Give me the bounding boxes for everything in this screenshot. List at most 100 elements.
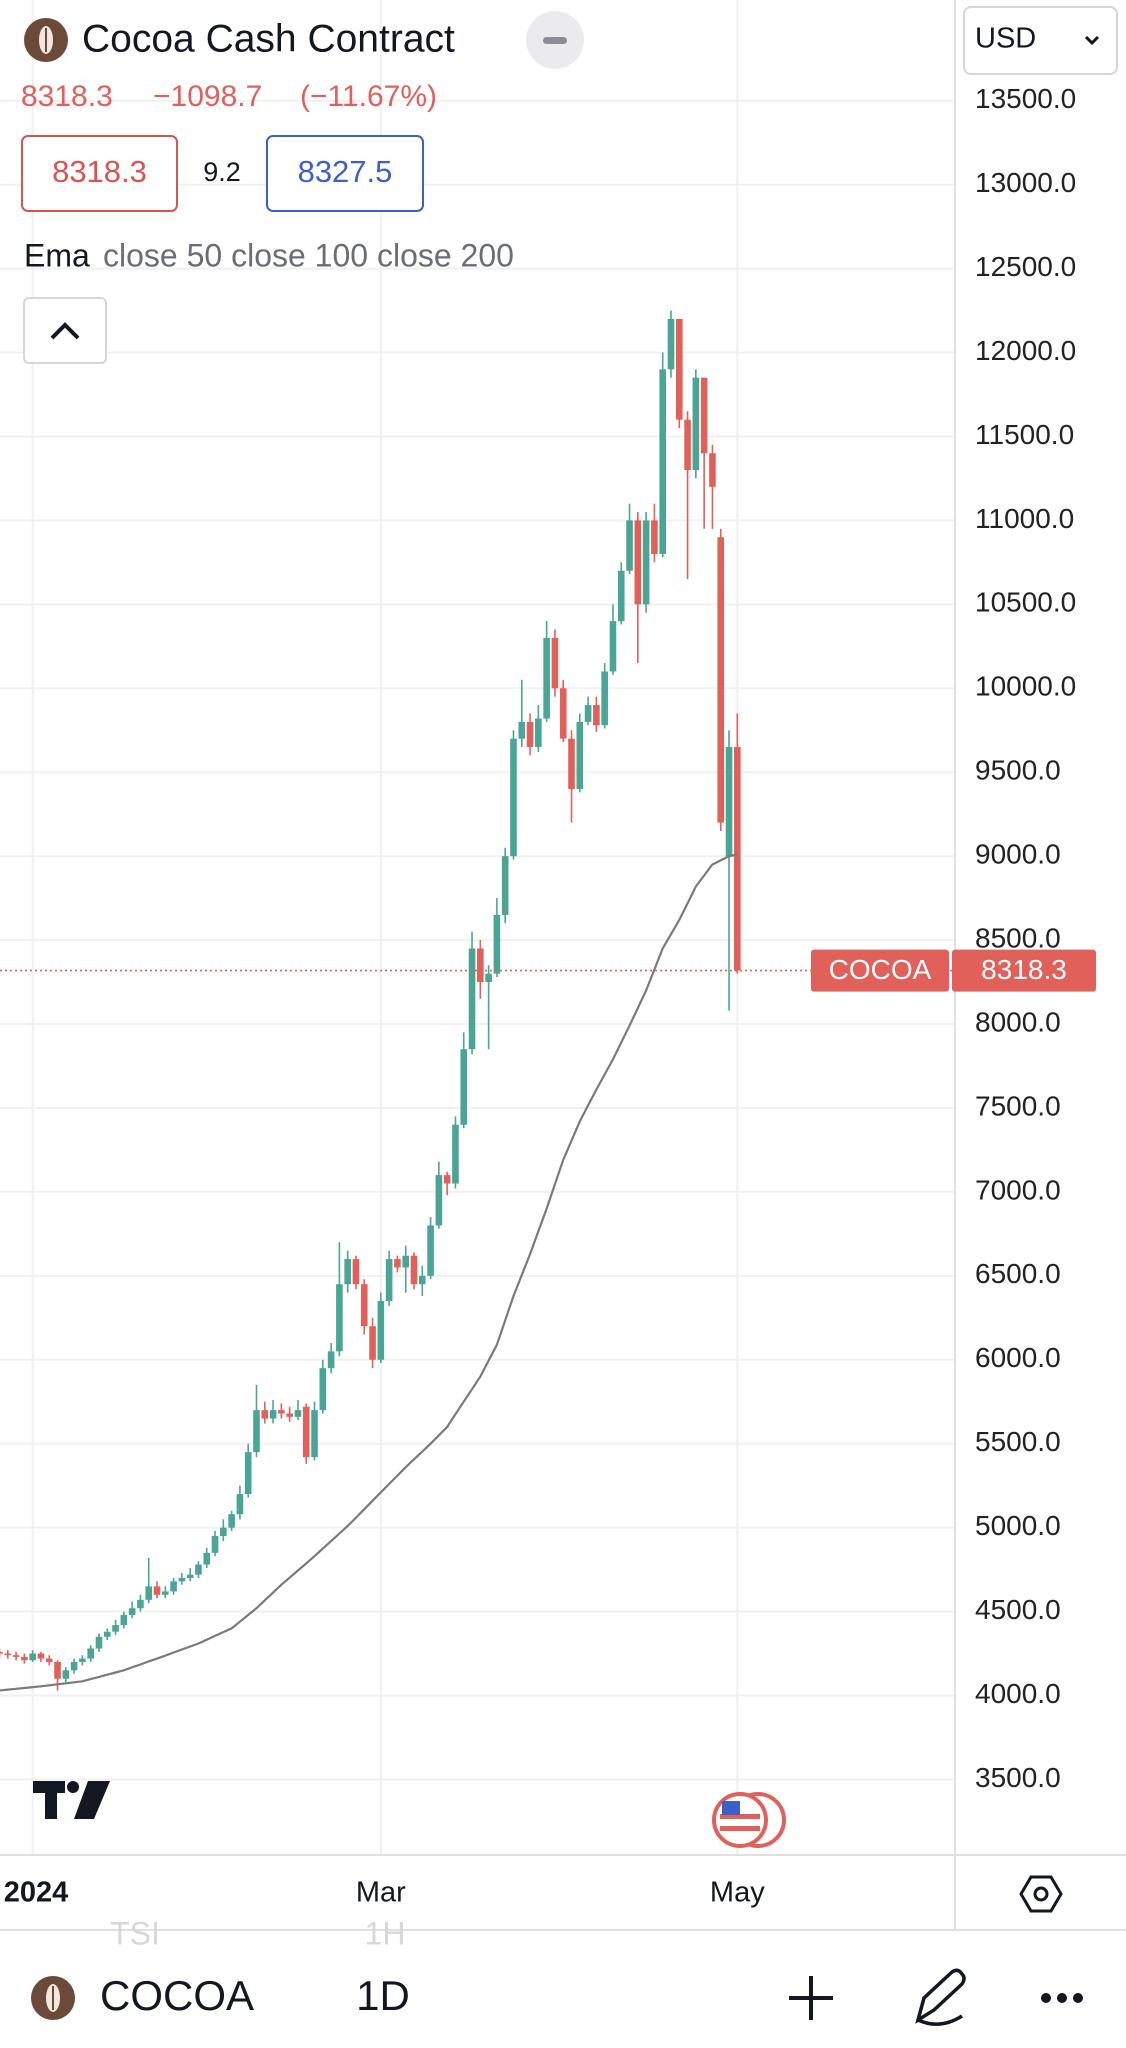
candle-body <box>211 1536 219 1553</box>
candle-body <box>452 1124 459 1184</box>
candle-body <box>385 1259 393 1302</box>
candle-body <box>435 1175 443 1226</box>
y-tick-label: 9500.0 <box>975 755 1061 786</box>
pen-stroke <box>917 2014 963 2026</box>
candle-body <box>120 1614 128 1626</box>
y-tick-label: 4000.0 <box>975 1678 1061 1709</box>
candle-body <box>369 1326 376 1360</box>
candle-body <box>112 1625 119 1632</box>
candle-body <box>427 1225 434 1276</box>
currency-dropdown[interactable] <box>963 6 1118 75</box>
candle-body <box>253 1410 260 1453</box>
draw-button[interactable] <box>915 1968 966 2026</box>
indicator-name: Ema <box>24 237 90 273</box>
y-tick-label: 6000.0 <box>975 1342 1061 1373</box>
ema-line <box>0 853 738 1692</box>
candle-body <box>261 1410 269 1419</box>
candle-body <box>717 537 725 823</box>
candle-body <box>700 377 708 454</box>
logo-part <box>74 1781 110 1819</box>
candle-body <box>294 1410 302 1417</box>
candle-body <box>593 705 600 726</box>
indicator-params: close 50 close 100 close 200 <box>103 237 514 273</box>
candle-body <box>584 705 592 722</box>
bid-price: 8318.3 <box>52 154 147 189</box>
bid-box[interactable] <box>21 135 178 212</box>
settings-icon[interactable] <box>1019 1875 1063 1913</box>
last-price: 8318.3 <box>21 80 113 113</box>
candle-body <box>709 453 716 487</box>
symbol[interactable]: COCOA <box>100 1972 254 2019</box>
candle-body <box>559 688 567 739</box>
ghost-label: 1H <box>365 1915 406 1951</box>
candle-body <box>543 637 550 719</box>
ask-box[interactable] <box>266 135 424 212</box>
flag-canton <box>722 1801 740 1815</box>
flag-stripe <box>720 1814 760 1819</box>
overlay: COCOA 8318.3 <box>0 949 1096 992</box>
candle-body <box>651 520 658 554</box>
candle-body <box>195 1564 202 1575</box>
symbol-label: COCOA <box>829 954 932 985</box>
candle-body <box>203 1552 211 1565</box>
candle-body <box>634 520 642 605</box>
candle-body <box>418 1275 426 1285</box>
settings-icon-center <box>1033 1886 1049 1902</box>
currency: USD <box>975 23 1036 55</box>
candle-body <box>692 377 700 471</box>
minimize-icon <box>543 37 567 44</box>
candle-body <box>145 1586 153 1600</box>
candle-body <box>4 1653 12 1656</box>
collapse-button[interactable] <box>23 297 107 364</box>
y-tick-label: 12000.0 <box>975 335 1076 366</box>
candle-body <box>410 1255 418 1285</box>
candle-body <box>360 1284 368 1327</box>
y-tick-label: 7000.0 <box>975 1174 1061 1205</box>
collapse-icon <box>50 322 80 340</box>
y-tick-label: 7500.0 <box>975 1090 1061 1121</box>
candle-body <box>626 520 633 571</box>
add-button[interactable] <box>789 1976 833 2020</box>
candle-body <box>244 1452 252 1495</box>
candle-body <box>170 1581 177 1592</box>
more-button[interactable] <box>1041 1993 1083 2003</box>
candle-body <box>659 369 666 554</box>
candle-body <box>319 1368 327 1411</box>
candle-body <box>551 637 559 689</box>
candle-body <box>327 1351 335 1369</box>
symbol-label-box <box>811 949 949 992</box>
candle-body <box>642 520 650 605</box>
candle-body <box>103 1631 111 1637</box>
candle-body <box>526 721 534 748</box>
tv-logo <box>33 1781 110 1819</box>
candle-body <box>12 1655 20 1657</box>
candle-body <box>128 1608 136 1615</box>
candle-body <box>501 856 509 915</box>
candle-body <box>62 1670 70 1679</box>
pen-icon <box>915 1968 966 2024</box>
candle-body <box>684 419 691 471</box>
candle-body <box>667 318 675 370</box>
candle-body <box>402 1255 410 1268</box>
candle-body <box>95 1636 103 1649</box>
event-flag[interactable] <box>712 1792 786 1848</box>
candle-body <box>220 1527 227 1537</box>
candle-body <box>302 1406 310 1458</box>
y-tick-label: 3500.0 <box>975 1762 1061 1793</box>
dot <box>1041 1993 1051 2003</box>
candle-body <box>377 1301 385 1360</box>
candle-body <box>70 1661 78 1671</box>
y-tick-label: 12500.0 <box>975 251 1076 282</box>
time-axis: 2024 Mar May <box>4 1877 765 1909</box>
y-tick-label: 5500.0 <box>975 1426 1061 1457</box>
candle-body <box>675 318 683 420</box>
candle-body <box>460 1049 468 1125</box>
candle-body <box>576 721 584 790</box>
y-tick-label: 10000.0 <box>975 671 1076 702</box>
candle-body <box>228 1514 235 1528</box>
candle-body <box>278 1410 285 1414</box>
y-tick-label: 10500.0 <box>975 587 1076 618</box>
interval[interactable]: 1D <box>356 1972 410 2019</box>
logo-part <box>45 1781 57 1819</box>
